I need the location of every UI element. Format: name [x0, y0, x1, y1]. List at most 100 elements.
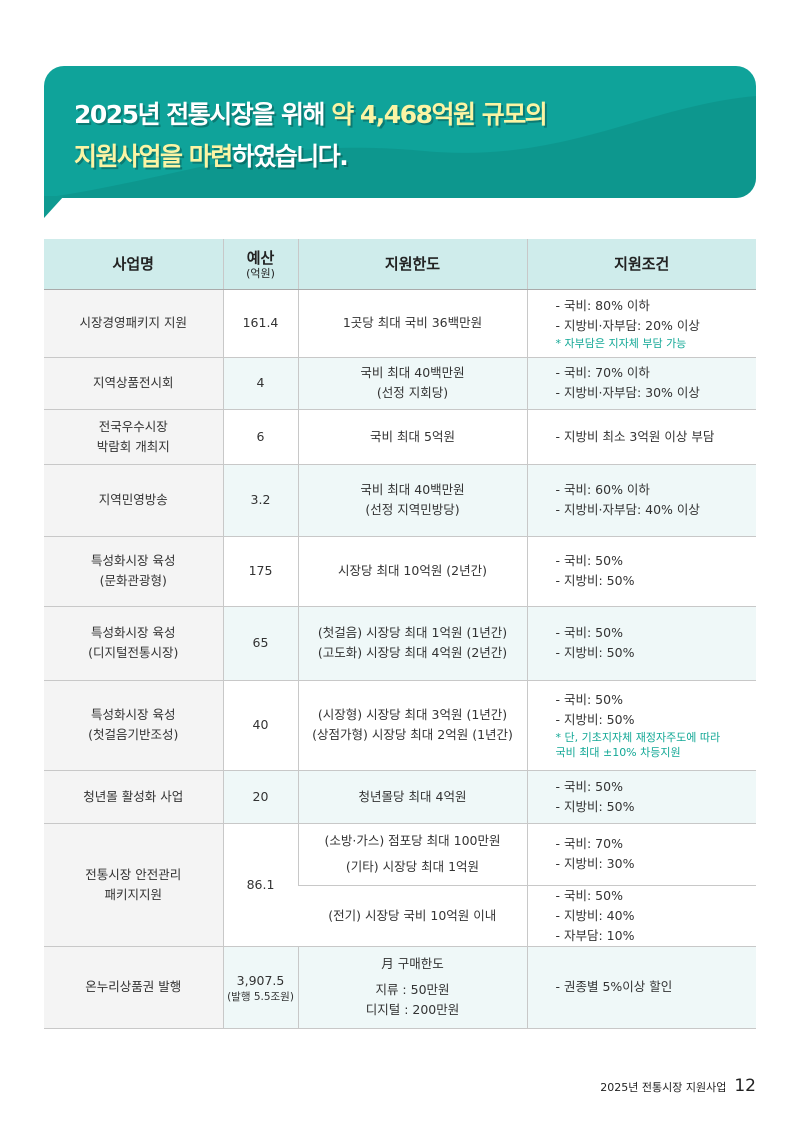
cell-cond: - 국비: 50% - 지방비: 50% [526, 606, 756, 681]
cell-line: (첫걸음기반조성) [88, 727, 179, 742]
cell-line: (전기) 시장당 국비 10억원 이내 [328, 907, 497, 923]
cell-line: 전국우수시장 [98, 418, 168, 434]
header-cond: 지원조건 [526, 239, 756, 290]
cell-line: * 자부담은 지자체 부담 가능 [555, 336, 687, 350]
cell-budget: 20 [222, 770, 298, 824]
cell-limit: 국비 최대 40백만원 (선정 지회당) [297, 357, 527, 410]
budget-value: 3,907.5 [236, 972, 285, 988]
cell-line: - 지방비 최소 3억원 이상 부담 [555, 428, 715, 444]
cell-line: (기타) 시장당 최대 1억원 [345, 859, 480, 874]
table-row: 특성화시장 육성 (문화관광형) 175 시장당 최대 10억원 (2년간) - … [44, 536, 756, 607]
cell-line: - 지방비·자부담: 20% 이상 [555, 317, 700, 333]
cell-limit: (소방·가스) 점포당 최대 100만원 (기타) 시장당 최대 1억원 [297, 823, 527, 886]
cell-line: 특성화시장 육성 [91, 707, 176, 722]
cell-line: 디지털 : 200만원 [365, 1002, 460, 1017]
cell-line: (문화관광형) [99, 573, 167, 588]
cell-line: (고도화) 시장당 최대 4억원 (2년간) [317, 645, 508, 660]
cell-line: (선정 지회당) [376, 385, 449, 400]
cell-line: - 국비: 50% [555, 887, 623, 903]
cell-cond: - 국비: 60% 이하 - 지방비·자부담: 40% 이상 [526, 464, 756, 537]
cell-cond: - 국비: 50% - 지방비: 50% * 단, 기초지자체 재정자주도에 따라 … [526, 680, 756, 771]
title-text: 2025년 전통시장을 위해 [74, 100, 332, 129]
title-text: 하였습니다. [231, 142, 349, 171]
cell-line: 시장당 최대 10억원 (2년간) [337, 563, 488, 578]
cell-budget: 161.4 [222, 289, 298, 358]
cell-line: - 지방비: 50% [555, 645, 635, 660]
table-row: 전통시장 안전관리 패키지지원 86.1 (소방·가스) 점포당 최대 100만원… [44, 823, 756, 947]
table-row: (전기) 시장당 국비 10억원 이내 - 국비: 50% - 지방비: 40% -… [44, 885, 756, 947]
cell-name: 시장경영패키지 지원 [44, 289, 223, 358]
header-budget: 예산 (억원) [222, 239, 298, 290]
table-row: 지역상품전시회 4 국비 최대 40백만원 (선정 지회당) - 국비: 70% … [44, 357, 756, 410]
cell-limit: 시장당 최대 10억원 (2년간) [297, 536, 527, 607]
cell-budget: 40 [222, 680, 298, 771]
support-table: 사업명 예산 (억원) 지원한도 지원조건 시장경영패키지 지원 161.4 1곳… [44, 239, 756, 1029]
cell-line: - 국비: 70% 이하 [555, 365, 650, 380]
cell-line: - 지방비: 30% [555, 856, 635, 871]
cell-name: 특성화시장 육성 (첫걸음기반조성) [44, 680, 223, 771]
cell-line: - 국비: 50% [555, 553, 623, 568]
cell-line: - 국비: 50% [555, 692, 623, 707]
cell-cond: - 권종별 5%이상 할인 [526, 946, 756, 1029]
cell-line: 지류 : 50만원 [375, 982, 450, 997]
cell-line: 국비 최대 40백만원 [360, 365, 465, 380]
cell-line: 국비 최대 40백만원 [360, 482, 465, 497]
table-row: 전국우수시장 박람회 개최지 6 국비 최대 5억원 - 지방비 최소 3억원 이… [44, 409, 756, 465]
page-footer: 2025년 전통시장 지원사업 12 [600, 1076, 756, 1096]
cell-limit: 청년몰당 최대 4억원 [297, 770, 527, 824]
cell-name: 특성화시장 육성 (문화관광형) [44, 536, 223, 607]
table-row: 청년몰 활성화 사업 20 청년몰당 최대 4억원 - 국비: 50% - 지방비… [44, 770, 756, 824]
cell-cond: - 국비: 70% 이하 - 지방비·자부담: 30% 이상 [526, 357, 756, 410]
cell-limit: (첫걸음) 시장당 최대 1억원 (1년간) (고도화) 시장당 최대 4억원 (… [297, 606, 527, 681]
table-row: 지역민영방송 3.2 국비 최대 40백만원 (선정 지역민방당) - 국비: 6… [44, 464, 756, 537]
cell-line: - 지방비: 40% [555, 907, 635, 923]
cell-line: 月 구매한도 [381, 956, 444, 971]
cell-limit: (전기) 시장당 국비 10억원 이내 [298, 885, 527, 947]
header-name: 사업명 [44, 239, 223, 290]
cell-budget: 86.1 [222, 823, 298, 947]
cell-line: 지역상품전시회 [92, 375, 174, 390]
cell-line: 전통시장 안전관리 [85, 866, 182, 882]
table-row: 특성화시장 육성 (첫걸음기반조성) 40 (시장형) 시장당 최대 3억원 (1… [44, 680, 756, 771]
cell-cond: - 국비: 50% - 지방비: 50% [526, 536, 756, 607]
banner-tail [44, 196, 64, 218]
cell-limit: (시장형) 시장당 최대 3억원 (1년간) (상점가형) 시장당 최대 2억원 … [297, 680, 527, 771]
footer-text: 2025년 전통시장 지원사업 [600, 1081, 727, 1094]
cell-line: (첫걸음) 시장당 최대 1억원 (1년간) [317, 625, 508, 640]
cell-budget: 175 [222, 536, 298, 607]
cell-name: 지역민영방송 [44, 464, 223, 537]
cell-name: 전통시장 안전관리 패키지지원 [44, 823, 223, 947]
table-row: 특성화시장 육성 (디지털전통시장) 65 (첫걸음) 시장당 최대 1억원 (1… [44, 606, 756, 681]
cell-line: 1곳당 최대 국비 36백만원 [342, 315, 483, 330]
cell-cond: - 국비: 50% - 지방비: 40% - 자부담: 10% [526, 885, 756, 947]
cell-line: - 지방비: 50% [555, 573, 635, 588]
cell-budget: 3,907.5 (발행 5.5조원) [222, 946, 298, 1029]
cell-line: - 지방비: 50% [555, 798, 635, 814]
cell-line: - 국비: 50% [555, 778, 623, 794]
cell-budget: 6 [222, 409, 298, 465]
cell-line: 시장경영패키지 지원 [79, 315, 187, 330]
cell-name: 지역상품전시회 [44, 357, 223, 410]
cell-line: 국비 최대 ±10% 차등지원 [555, 746, 681, 759]
cell-cond: - 국비: 50% - 지방비: 50% [526, 770, 756, 824]
cell-name: 특성화시장 육성 (디지털전통시장) [44, 606, 223, 681]
cell-line: * 단, 기초지자체 재정자주도에 따라 [555, 731, 721, 744]
cell-limit: 국비 최대 5억원 [297, 409, 527, 465]
cell-cond: - 국비: 70% - 지방비: 30% [526, 823, 756, 886]
cell-line: (디지털전통시장) [88, 645, 179, 660]
page-number: 12 [734, 1076, 756, 1096]
cell-line: - 국비: 60% 이하 [555, 482, 650, 497]
cell-line: - 국비: 80% 이하 [555, 297, 650, 313]
cell-limit: 1곳당 최대 국비 36백만원 [297, 289, 527, 358]
page-title: 2025년 전통시장을 위해 약 4,468억원 규모의 지원사업을 마련하였습… [74, 94, 548, 178]
cell-name: 전국우수시장 박람회 개최지 [44, 409, 223, 465]
cell-line: - 국비: 50% [555, 625, 623, 640]
cell-line: - 지방비: 50% [555, 712, 635, 727]
cell-line: - 지방비·자부담: 40% 이상 [555, 502, 700, 517]
cell-line: 국비 최대 5억원 [370, 428, 455, 444]
cell-name: 온누리상품권 발행 [44, 946, 223, 1029]
wave-decoration [44, 96, 756, 198]
cell-limit: 국비 최대 40백만원 (선정 지역민방당) [297, 464, 527, 537]
cell-cond: - 국비: 80% 이하 - 지방비·자부담: 20% 이상 * 자부담은 지자체 … [526, 289, 756, 358]
